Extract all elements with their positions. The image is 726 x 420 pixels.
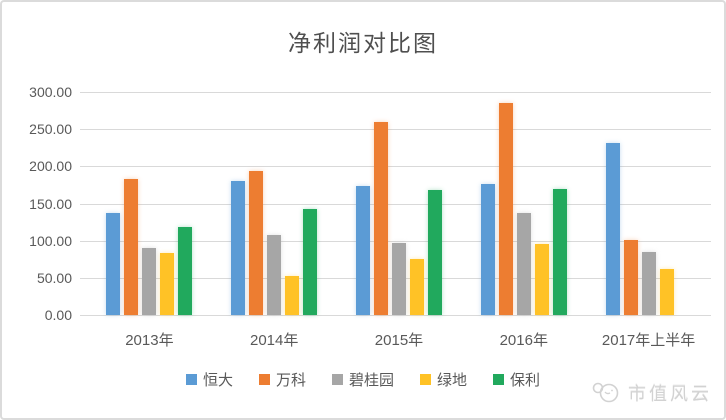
bar-碧桂园-2016年 [516,213,531,315]
bar-保利-2015年 [427,190,442,315]
bar-绿地-2013年 [160,253,175,315]
bar-碧桂园-2017年上半年 [641,252,656,315]
bar-group-2017年上半年 [586,92,711,315]
bar-万科-2015年 [373,122,388,315]
watermark: 市值风云 [591,380,712,406]
y-axis-tick-label: 50.00 [36,269,72,286]
bar-绿地-2017年上半年 [659,269,674,315]
watermark-text: 市值风云 [628,384,712,404]
x-axis-tick-label: 2017年上半年 [601,332,696,349]
bar-万科-2017年上半年 [623,240,638,315]
bar-保利-2014年 [303,209,318,315]
y-axis-tick-label: 200.00 [29,158,72,175]
gridline [80,203,711,205]
gridline [80,315,711,316]
bar-保利-2016年 [552,189,567,315]
legend-item-碧桂园: 碧桂园 [331,369,394,390]
bar-恒大-2013年 [106,213,121,315]
gridline [80,240,711,242]
legend-label: 恒大 [202,372,233,389]
x-axis-tick-label: 2016年 [499,332,548,349]
bar-碧桂园-2014年 [267,235,282,315]
bar-绿地-2015年 [409,259,424,315]
legend-swatch-icon [420,374,431,385]
y-axis-tick-label: 300.00 [29,84,72,100]
bar-碧桂园-2013年 [142,248,157,315]
legend: 恒大 万科 碧桂园 绿地 保利 [2,369,724,390]
bar-group-2015年 [337,92,462,315]
legend-swatch-icon [331,374,343,385]
bar-恒大-2017年上半年 [605,143,620,315]
y-axis-tick-label: 150.00 [29,195,72,212]
legend-label: 万科 [275,372,306,389]
x-axis-tick-label: 2013年 [125,332,174,349]
legend-label: 保利 [510,372,541,389]
bar-万科-2013年 [124,179,139,315]
y-axis-tick-label: 100.00 [29,232,72,249]
legend-item-绿地: 绿地 [420,369,467,390]
legend-swatch-icon [493,374,505,385]
legend-item-恒大: 恒大 [185,369,233,390]
legend-item-万科: 万科 [258,369,306,390]
gridline [80,129,711,131]
bar-万科-2014年 [249,171,264,315]
y-axis-tick-label: 250.00 [29,121,72,138]
x-axis-tick-label: 2014年 [250,332,299,349]
y-axis-tick-label: 0.00 [44,307,72,323]
bar-group-2014年 [212,92,337,315]
gridline [80,166,711,168]
legend-swatch-icon [185,374,197,385]
bar-恒大-2015年 [355,186,370,315]
cloud-mascot-icon [592,382,619,403]
legend-label: 碧桂园 [348,372,394,389]
bar-万科-2016年 [498,103,513,315]
legend-item-保利: 保利 [493,369,540,390]
x-axis-tick-label: 2015年 [374,332,424,349]
bar-保利-2013年 [178,227,193,315]
chart-title: 净利润对比图 [288,31,438,57]
bar-恒大-2014年 [231,181,246,315]
bar-group-2013年 [87,92,212,315]
bar-恒大-2016年 [480,184,495,315]
bar-绿地-2014年 [285,276,300,315]
plot-area [80,92,711,316]
bar-碧桂园-2015年 [391,243,406,315]
legend-label: 绿地 [437,372,468,389]
bar-绿地-2016年 [534,244,549,315]
bar-group-2016年 [461,92,586,315]
gridline [80,92,711,93]
legend-swatch-icon [258,374,270,385]
x-axis-labels: 2013年 2014年 2015年 2016年 2017年上半年 [87,329,711,351]
